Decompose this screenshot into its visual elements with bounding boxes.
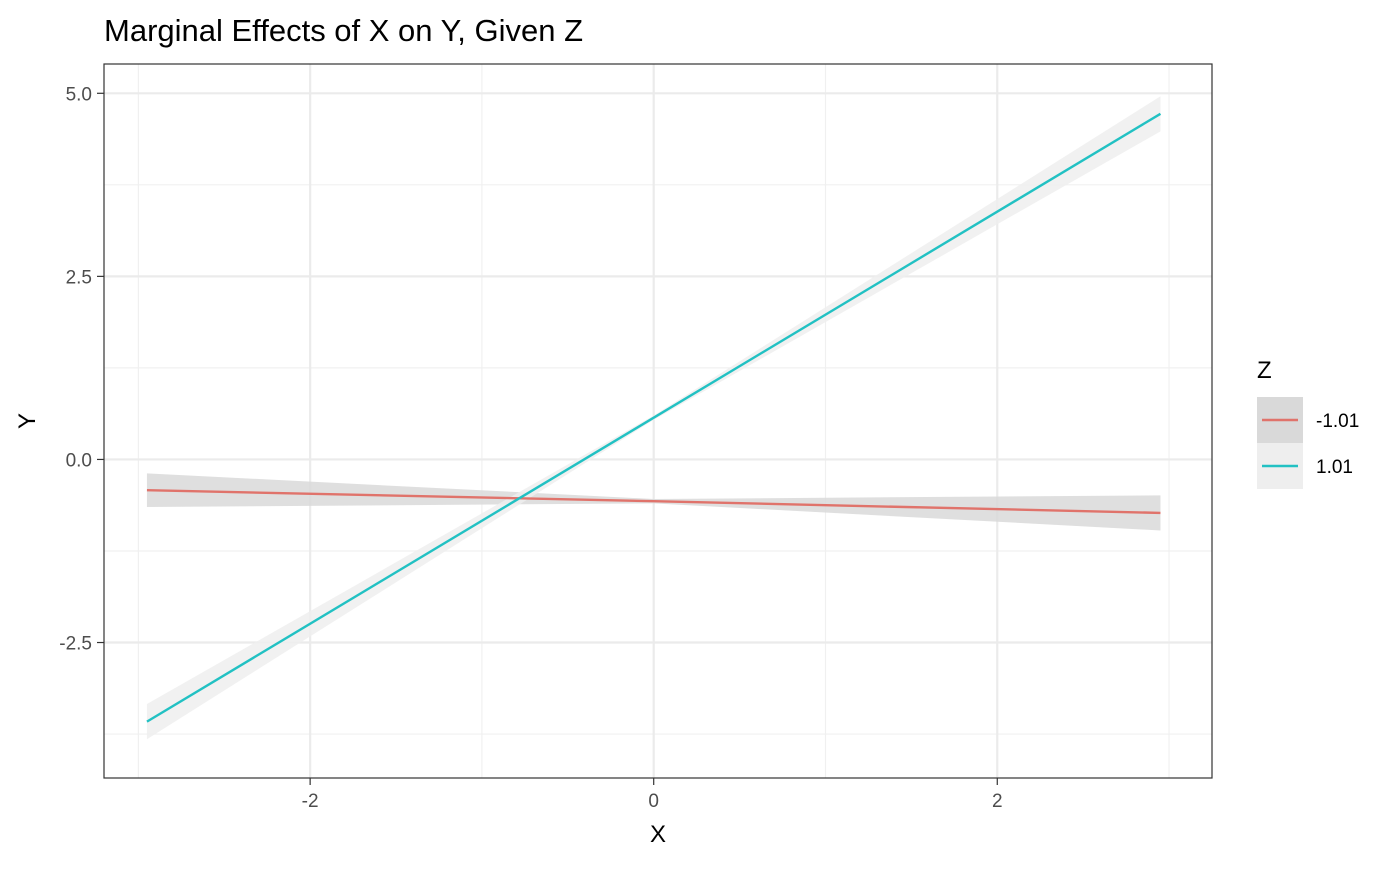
grid-lines	[104, 64, 1212, 778]
y-tick-label: -2.5	[59, 634, 92, 655]
plot-panel-border	[103, 63, 1213, 779]
legend: Z -1.01 1.01	[1257, 357, 1359, 489]
y-tick-label: 2.5	[66, 267, 92, 288]
x-axis-title: X	[650, 821, 666, 848]
legend-label: -1.01	[1316, 411, 1359, 432]
legend-label: 1.01	[1316, 457, 1353, 478]
x-tick-label: 0	[648, 791, 659, 812]
y-axis-title: Y	[14, 413, 41, 429]
y-tick-label: 5.0	[66, 84, 92, 105]
chart-title: Marginal Effects of X on Y, Given Z	[104, 13, 583, 48]
x-tick-label: 2	[992, 791, 1003, 812]
x-tick-label: -2	[302, 791, 319, 812]
line-series-1	[146, 489, 1161, 515]
line-series-2	[146, 112, 1162, 723]
legend-title: Z	[1257, 357, 1272, 384]
y-tick-label: 0.0	[66, 450, 92, 471]
